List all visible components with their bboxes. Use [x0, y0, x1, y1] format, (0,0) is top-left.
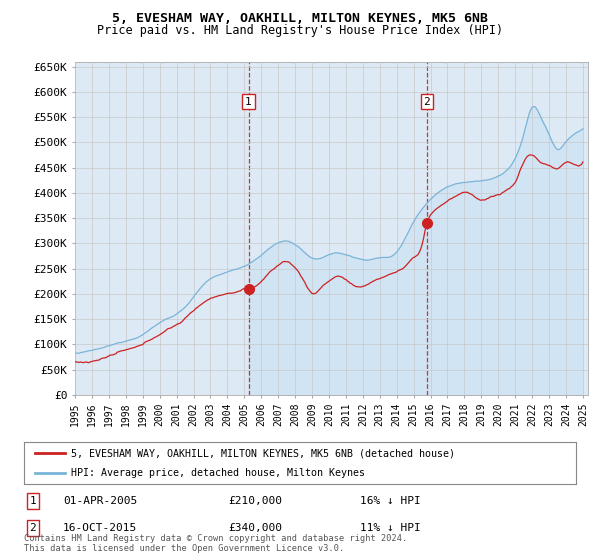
Text: 1: 1: [245, 96, 252, 106]
Text: 11% ↓ HPI: 11% ↓ HPI: [360, 523, 421, 533]
Text: £340,000: £340,000: [228, 523, 282, 533]
Text: 5, EVESHAM WAY, OAKHILL, MILTON KEYNES, MK5 6NB (detached house): 5, EVESHAM WAY, OAKHILL, MILTON KEYNES, …: [71, 449, 455, 458]
Text: Price paid vs. HM Land Registry's House Price Index (HPI): Price paid vs. HM Land Registry's House …: [97, 24, 503, 36]
Text: 01-APR-2005: 01-APR-2005: [63, 496, 137, 506]
Text: 2: 2: [424, 96, 430, 106]
Text: Contains HM Land Registry data © Crown copyright and database right 2024.
This d: Contains HM Land Registry data © Crown c…: [24, 534, 407, 553]
Text: HPI: Average price, detached house, Milton Keynes: HPI: Average price, detached house, Milt…: [71, 469, 365, 478]
Text: 1: 1: [29, 496, 37, 506]
Text: 2: 2: [29, 523, 37, 533]
Text: 16-OCT-2015: 16-OCT-2015: [63, 523, 137, 533]
Text: 16% ↓ HPI: 16% ↓ HPI: [360, 496, 421, 506]
Text: 5, EVESHAM WAY, OAKHILL, MILTON KEYNES, MK5 6NB: 5, EVESHAM WAY, OAKHILL, MILTON KEYNES, …: [112, 12, 488, 25]
Text: £210,000: £210,000: [228, 496, 282, 506]
